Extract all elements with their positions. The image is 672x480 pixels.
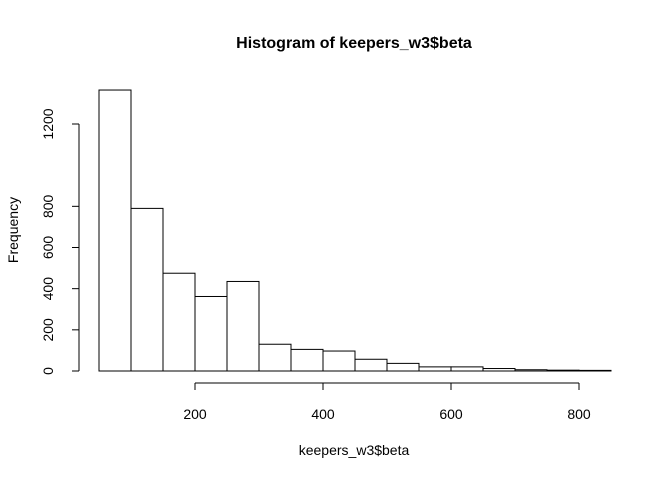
x-axis: 200 400 600 800 [183,382,591,422]
y-tick-label: 600 [40,236,56,260]
x-tick-label: 800 [567,406,591,422]
y-tick-label: 800 [40,194,56,218]
histogram-bar [290,348,324,372]
histogram-bar [418,366,452,372]
histogram-bar [450,366,484,372]
histogram-bar [322,350,356,372]
x-axis-label: keepers_w3$beta [299,442,410,458]
x-tick-label: 600 [439,406,463,422]
histogram-bar [258,343,292,372]
chart-title: Histogram of keepers_w3$beta [236,35,472,52]
y-axis-label: Frequency [5,197,21,263]
histogram-bar [194,295,228,372]
histogram-bar [226,280,260,372]
y-axis: 0 200 400 600 800 1200 [40,108,80,375]
histogram-bar [482,368,516,372]
y-tick-label: 400 [40,277,56,301]
histogram-bar [354,358,388,372]
histogram-bar [98,89,132,372]
x-tick-label: 200 [183,406,207,422]
histogram-bar [578,369,612,372]
histogram-bar [130,207,164,372]
histogram-bar [546,369,580,372]
histogram-bar [386,362,420,372]
y-tick-label: 200 [40,318,56,342]
x-tick-label: 400 [311,406,335,422]
y-tick-label: 0 [40,367,56,375]
histogram-bar [514,369,548,372]
bars-group [98,89,612,372]
histogram-bar [162,272,196,372]
y-tick-label: 1200 [40,108,56,139]
